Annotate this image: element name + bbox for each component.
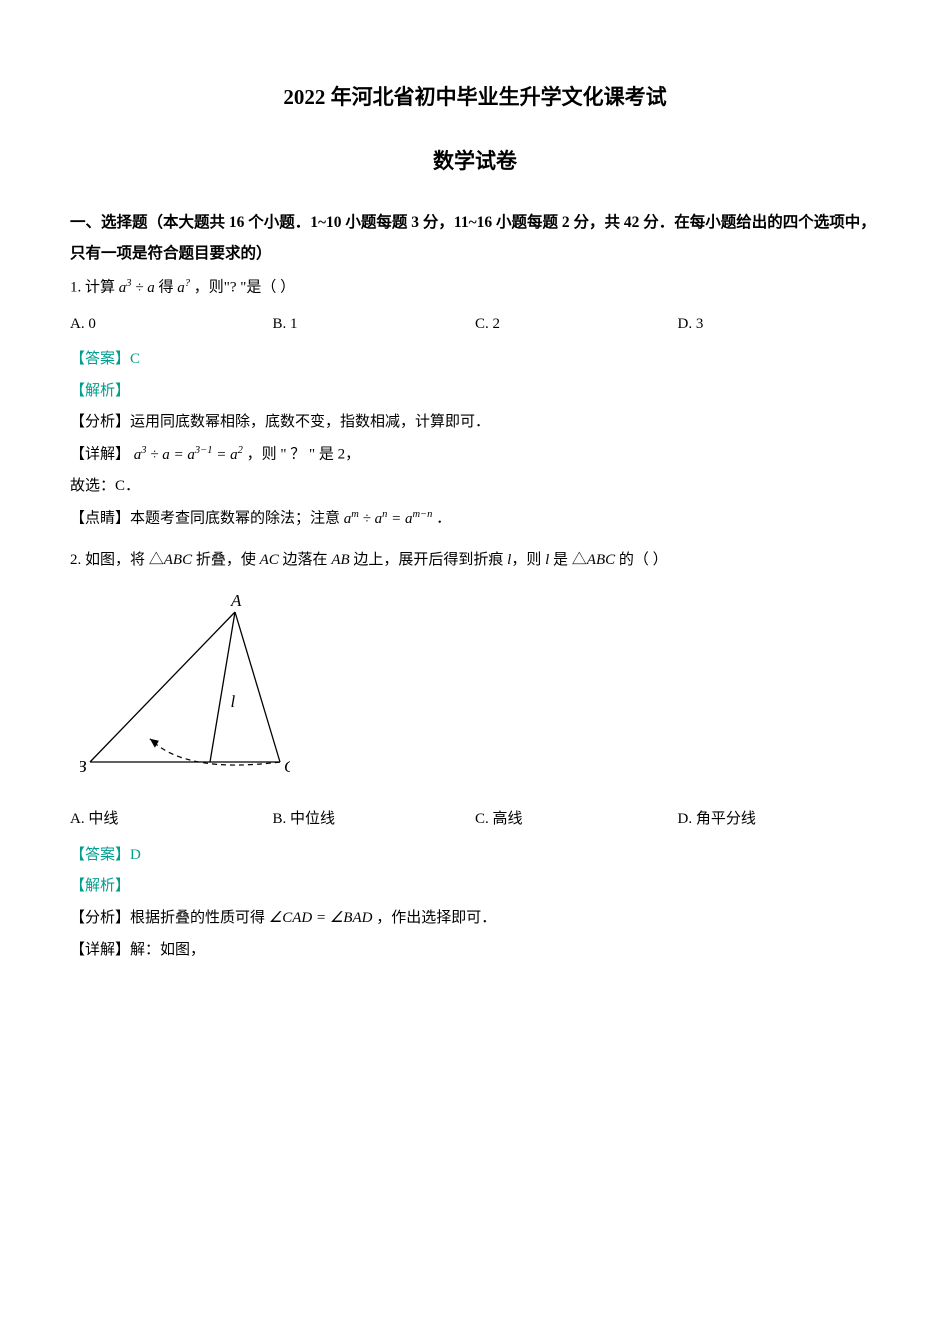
- q1-analysis-label: 【解析】: [70, 379, 880, 405]
- q1-stem: 1. 计算 a3 ÷ a 得 a? ，则"? "是（ ）: [70, 275, 880, 302]
- q1-option-a: A. 0: [70, 312, 273, 338]
- q1-point-formula: am ÷ an = am−n: [344, 506, 433, 533]
- q2-analysis-label: 【解析】: [70, 874, 880, 900]
- exam-sub-title: 数学试卷: [70, 144, 880, 180]
- q1-detail: 【详解】 a3 ÷ a = a3−1 = a2 ，则 " ？ " 是 2，: [70, 442, 880, 469]
- q1-detail-formula: a3 ÷ a = a3−1 = a2: [134, 442, 243, 469]
- q2-option-a: A. 中线: [70, 807, 273, 833]
- q2-answer: 【答案】D: [70, 843, 880, 869]
- q2-option-b: B. 中位线: [273, 807, 476, 833]
- exam-main-title: 2022 年河北省初中毕业生升学文化课考试: [70, 80, 880, 116]
- q2-option-c: C. 高线: [475, 807, 678, 833]
- q2-analysis-formula: ∠CAD = ∠BAD: [269, 906, 373, 932]
- q1-prefix: 1. 计算: [70, 280, 115, 296]
- svg-text:B: B: [80, 757, 87, 774]
- section-heading: 一、选择题（本大题共 16 个小题．1~10 小题每题 3 分，11~16 小题…: [70, 207, 880, 269]
- q2-figure: A B Cl: [80, 594, 880, 784]
- q1-options: A. 0 B. 1 C. 2 D. 3: [70, 312, 880, 338]
- q2-options: A. 中线 B. 中位线 C. 高线 D. 角平分线: [70, 807, 880, 833]
- svg-text:C: C: [284, 757, 290, 774]
- q2-option-d: D. 角平分线: [678, 807, 881, 833]
- svg-text:A: A: [230, 594, 242, 610]
- q1-option-b: B. 1: [273, 312, 476, 338]
- q1-answer: 【答案】C: [70, 347, 880, 373]
- q1-conclude: 故选：C．: [70, 474, 880, 500]
- q1-option-c: C. 2: [475, 312, 678, 338]
- q1-point: 【点睛】本题考查同底数幂的除法；注意 am ÷ an = am−n ．: [70, 506, 880, 533]
- q1-expr: a3 ÷ a: [119, 275, 155, 302]
- q1-analysis: 【分析】运用同底数幂相除，底数不变，指数相减，计算即可．: [70, 410, 880, 436]
- q2-analysis: 【分析】根据折叠的性质可得 ∠CAD = ∠BAD ，作出选择即可．: [70, 906, 880, 932]
- q1-expr-result: a?: [177, 275, 190, 302]
- svg-text:l: l: [231, 692, 236, 711]
- triangle-diagram: A B Cl: [80, 594, 290, 774]
- q2-detail: 【详解】解：如图，: [70, 938, 880, 964]
- q2-stem: 2. 如图，将 △ABC 折叠，使 AC 边落在 AB 边上，展开后得到折痕 l…: [70, 548, 880, 574]
- q1-option-d: D. 3: [678, 312, 881, 338]
